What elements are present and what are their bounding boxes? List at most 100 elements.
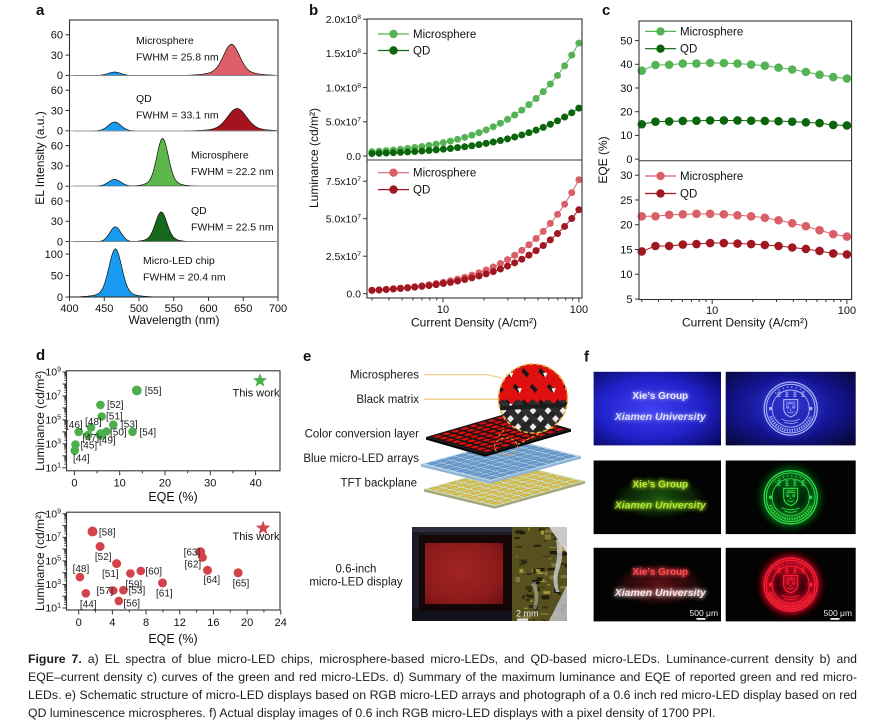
svg-text:[56]: [56] (123, 599, 140, 610)
svg-text:60: 60 (51, 30, 63, 42)
svg-text:8: 8 (143, 617, 149, 629)
svg-text:[62]: [62] (185, 559, 202, 570)
svg-text:Luminance (cd/m²): Luminance (cd/m²) (33, 371, 47, 471)
svg-text:Luminance (cd/m²): Luminance (cd/m²) (33, 511, 47, 611)
svg-text:60: 60 (51, 85, 63, 97)
svg-text:[54]: [54] (140, 427, 157, 438)
svg-text:Microsphere: Microsphere (413, 29, 476, 41)
svg-text:EQE (%): EQE (%) (148, 632, 197, 646)
svg-text:109: 109 (45, 508, 61, 520)
svg-text:EL Intensity (a.u.): EL Intensity (a.u.) (33, 111, 47, 205)
svg-text:[53]: [53] (121, 420, 138, 431)
svg-text:Xiamen University: Xiamen University (614, 500, 707, 512)
svg-text:[51]: [51] (106, 412, 123, 423)
svg-text:25: 25 (620, 195, 632, 207)
svg-text:QD: QD (191, 205, 207, 217)
svg-text:16: 16 (207, 617, 219, 629)
svg-text:500 μm: 500 μm (824, 608, 853, 618)
svg-text:24: 24 (275, 617, 287, 629)
svg-text:FWHM = 33.1 nm: FWHM = 33.1 nm (136, 110, 219, 122)
svg-text:20: 20 (620, 220, 632, 232)
svg-text:20: 20 (241, 617, 253, 629)
svg-text:20: 20 (159, 477, 171, 489)
svg-text:micro-LED display: micro-LED display (309, 576, 403, 588)
svg-text:TFT backplane: TFT backplane (341, 478, 418, 490)
svg-text:500: 500 (130, 303, 148, 315)
svg-text:FWHM = 22.5 nm: FWHM = 22.5 nm (191, 222, 274, 234)
svg-text:EQE (%): EQE (%) (596, 136, 610, 183)
svg-text:5.0x107: 5.0x107 (326, 117, 362, 129)
svg-text:60: 60 (51, 196, 63, 208)
svg-text:Xiamen University: Xiamen University (614, 587, 707, 599)
svg-text:107: 107 (45, 532, 61, 544)
svg-text:Xiamen University: Xiamen University (614, 587, 707, 599)
svg-text:[44]: [44] (73, 454, 90, 465)
svg-text:10: 10 (437, 304, 449, 316)
svg-text:Xie’s Group: Xie’s Group (632, 391, 688, 402)
svg-text:103: 103 (45, 579, 61, 591)
svg-text:[64]: [64] (204, 575, 221, 586)
svg-text:FWHM = 22.2 nm: FWHM = 22.2 nm (191, 166, 274, 178)
svg-text:[58]: [58] (99, 528, 116, 539)
svg-text:Current Density (A/cm²): Current Density (A/cm²) (682, 316, 808, 330)
svg-text:0: 0 (71, 477, 77, 489)
svg-text:Microspheres: Microspheres (350, 369, 419, 381)
svg-text:EQE (%): EQE (%) (148, 490, 197, 504)
svg-text:7.5x107: 7.5x107 (326, 176, 362, 188)
svg-text:[48]: [48] (73, 564, 90, 575)
svg-text:100: 100 (45, 249, 63, 261)
svg-text:30: 30 (620, 170, 632, 182)
svg-text:103: 103 (45, 438, 61, 450)
svg-text:550: 550 (165, 303, 183, 315)
svg-text:100: 100 (570, 304, 588, 316)
svg-text:5: 5 (626, 294, 632, 306)
svg-text:[52]: [52] (107, 400, 124, 411)
svg-text:QD: QD (136, 93, 152, 105)
svg-text:Xiamen University: Xiamen University (614, 587, 707, 599)
svg-text:Xie’s Group: Xie’s Group (632, 567, 688, 578)
svg-text:Microsphere: Microsphere (413, 168, 476, 180)
svg-text:650: 650 (234, 303, 252, 315)
svg-text:f: f (584, 349, 590, 366)
svg-text:5.0x107: 5.0x107 (326, 214, 362, 226)
svg-text:[63]: [63] (184, 548, 201, 559)
svg-text:2.5x107: 2.5x107 (326, 251, 362, 263)
svg-text:b: b (309, 2, 318, 19)
svg-text:105: 105 (45, 414, 61, 426)
svg-text:a: a (36, 2, 45, 19)
svg-text:This work: This work (232, 388, 280, 400)
svg-text:0: 0 (57, 70, 63, 82)
svg-text:[57]: [57] (97, 586, 114, 597)
svg-text:10: 10 (620, 130, 632, 142)
svg-text:Current Density (A/cm²): Current Density (A/cm²) (411, 316, 537, 330)
svg-text:0: 0 (57, 236, 63, 248)
svg-text:Xiamen University: Xiamen University (614, 411, 707, 423)
svg-text:[59]: [59] (126, 580, 143, 591)
svg-text:10: 10 (706, 305, 718, 317)
svg-text:Microsphere: Microsphere (680, 26, 743, 38)
svg-text:QD: QD (413, 185, 430, 197)
svg-text:0.0: 0.0 (346, 151, 361, 163)
svg-text:Microsphere: Microsphere (191, 150, 249, 162)
svg-text:[65]: [65] (233, 579, 250, 590)
svg-text:1.5x108: 1.5x108 (326, 48, 362, 60)
svg-text:Microsphere: Microsphere (136, 35, 194, 47)
svg-text:Black matrix: Black matrix (356, 394, 419, 406)
svg-text:[60]: [60] (145, 566, 162, 577)
svg-text:[48]: [48] (85, 417, 102, 428)
svg-text:Blue micro-LED arrays: Blue micro-LED arrays (303, 453, 419, 465)
svg-text:c: c (602, 2, 610, 19)
svg-text:101: 101 (45, 603, 61, 615)
svg-text:[47]: [47] (83, 433, 100, 444)
svg-text:101: 101 (45, 462, 61, 474)
svg-text:0: 0 (57, 292, 63, 304)
svg-text:Luminance (cd/m²): Luminance (cd/m²) (307, 108, 321, 208)
svg-text:[55]: [55] (145, 386, 162, 397)
svg-text:30: 30 (620, 83, 632, 95)
svg-text:[46]: [46] (66, 420, 83, 431)
svg-text:Xie’s Group: Xie’s Group (632, 391, 688, 402)
svg-text:0: 0 (57, 126, 63, 138)
svg-text:[52]: [52] (95, 552, 112, 563)
svg-text:[44]: [44] (80, 600, 97, 611)
svg-text:107: 107 (45, 390, 61, 402)
